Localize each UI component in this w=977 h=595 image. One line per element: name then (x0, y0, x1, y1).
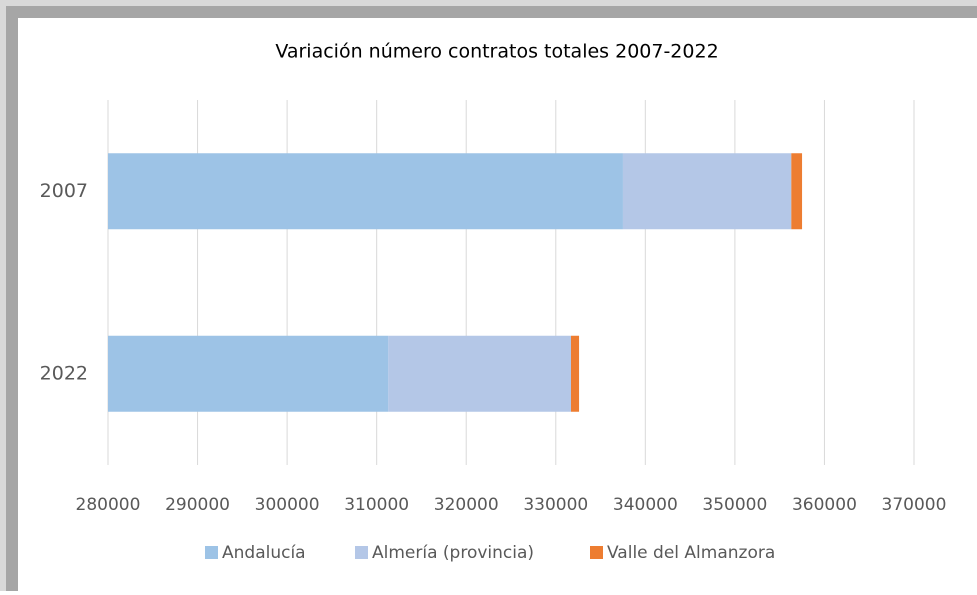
x-tick-label: 290000 (165, 495, 230, 515)
bar-segment (108, 335, 389, 412)
legend-swatch (590, 546, 603, 559)
bar-segment (791, 153, 803, 230)
y-tick-label: 2007 (40, 180, 88, 202)
chart-area (18, 18, 977, 591)
bar-segment (571, 335, 580, 412)
bar-segment (388, 335, 572, 412)
x-tick-label: 340000 (613, 495, 678, 515)
bar-segment (622, 153, 792, 230)
legend-label: Andalucía (222, 543, 306, 563)
chart-title: Variación número contratos totales 2007-… (275, 41, 718, 63)
legend-label: Almería (provincia) (372, 543, 534, 563)
legend-label: Valle del Almanzora (607, 543, 775, 563)
x-tick-label: 330000 (523, 495, 588, 515)
legend-swatch (355, 546, 368, 559)
x-tick-label: 300000 (255, 495, 320, 515)
x-tick-label: 350000 (702, 495, 767, 515)
x-tick-label: 320000 (434, 495, 499, 515)
bar-segment (108, 153, 623, 230)
x-tick-label: 310000 (344, 495, 409, 515)
x-tick-label: 280000 (76, 495, 141, 515)
legend-swatch (205, 546, 218, 559)
x-tick-label: 370000 (882, 495, 947, 515)
y-tick-label: 2022 (40, 362, 88, 384)
x-tick-label: 360000 (792, 495, 857, 515)
